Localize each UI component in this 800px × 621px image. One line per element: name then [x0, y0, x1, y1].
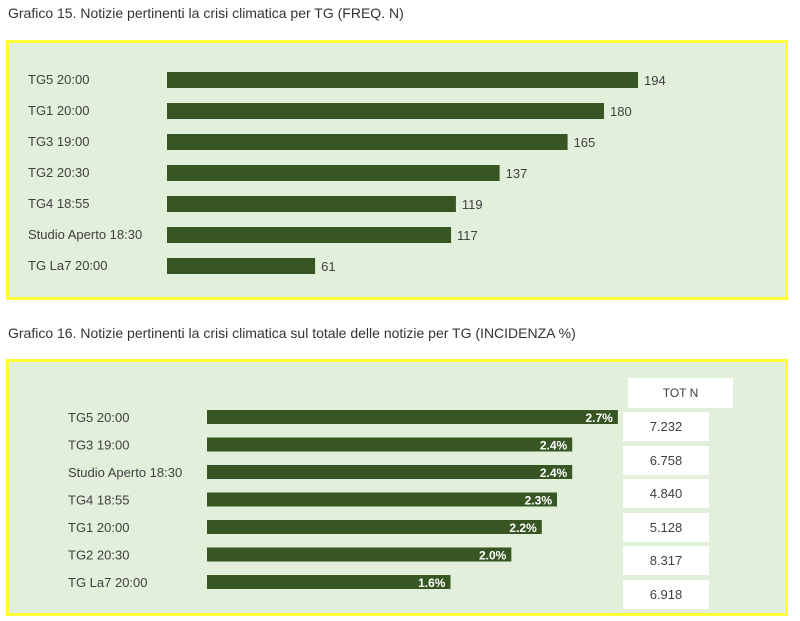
chart-16-bar	[207, 465, 573, 479]
chart-15-bar	[167, 103, 605, 119]
chart-16-category-label: TG5 20:00	[68, 410, 129, 425]
tot-n-cell: 6.758	[623, 445, 709, 475]
chart-15-value-label: 117	[457, 228, 478, 243]
tot-n-cell: 5.128	[623, 512, 709, 542]
chart-15-value-label: 194	[644, 73, 666, 88]
chart-15-value-label: 61	[321, 259, 335, 274]
chart-16-category-label: TG1 20:00	[68, 520, 129, 535]
chart-15-bar	[167, 227, 452, 243]
chart-16-bar	[207, 520, 542, 534]
tot-n-header: TOT N	[628, 378, 733, 408]
chart-15-category-label: TG4 18:55	[28, 196, 89, 211]
chart-15-bar	[167, 165, 500, 181]
chart-16-value-label: 2.2%	[509, 521, 537, 535]
chart-15-category-label: TG3 19:00	[28, 134, 89, 149]
chart-16-panel: TG5 20:00 2.7% TG3 19:00 2.4% Studio Aperto …	[6, 359, 788, 616]
chart-15-bar	[167, 196, 456, 212]
tot-n-cell: 7.232	[623, 412, 709, 441]
chart-16-category-label: TG La7 20:00	[68, 575, 148, 590]
chart-16-bar	[207, 492, 557, 507]
chart-15-value-label: 137	[506, 166, 528, 181]
chart-16-value-label: 2.4%	[540, 439, 568, 453]
chart-15-value-label: 180	[610, 104, 632, 119]
chart-16-bar	[207, 437, 573, 452]
tot-n-cell: 4.840	[623, 479, 709, 508]
chart-16-category-label: TG3 19:00	[68, 438, 129, 453]
chart-15-category-label: TG5 20:00	[28, 72, 89, 87]
chart-15-panel: TG5 20:00 194 TG1 20:00 180 TG3 19:00 165 TG2 …	[6, 40, 788, 300]
chart-16-bar	[207, 410, 618, 424]
chart-15-category-label: TG2 20:30	[28, 165, 89, 180]
tot-n-cell-partial	[623, 613, 709, 616]
chart-15-category-label: Studio Aperto 18:30	[28, 227, 142, 242]
chart-16-bar	[207, 547, 512, 562]
chart-16-value-label: 1.6%	[418, 576, 446, 590]
tot-n-cell: 8.317	[623, 546, 709, 575]
chart-15-value-label: 165	[574, 135, 596, 150]
chart-15-bar	[167, 258, 316, 274]
chart-15-caption: Grafico 15. Notizie pertinenti la crisi …	[8, 5, 404, 21]
chart-16-value-label: 2.3%	[525, 494, 553, 508]
chart-16-caption: Grafico 16. Notizie pertinenti la crisi …	[8, 325, 576, 341]
chart-16-value-label: 2.0%	[479, 549, 507, 563]
chart-15-svg: TG5 20:00 194 TG1 20:00 180 TG3 19:00 165 TG2 …	[28, 72, 666, 274]
chart-16-category-label: TG2 20:30	[68, 548, 129, 563]
chart-16-value-label: 2.4%	[540, 466, 568, 480]
chart-15-category-label: TG1 20:00	[28, 103, 89, 118]
tot-n-cell: 6.918	[623, 579, 709, 609]
chart-16-category-label: TG4 18:55	[68, 493, 129, 508]
chart-15-bar	[167, 134, 568, 150]
chart-15-bar	[167, 72, 638, 88]
chart-15-value-label: 119	[462, 197, 483, 212]
chart-16-category-label: Studio Aperto 18:30	[68, 465, 182, 480]
chart-16-bar	[207, 575, 451, 589]
chart-16-svg: TG5 20:00 2.7% TG3 19:00 2.4% Studio Aperto …	[68, 410, 618, 590]
chart-16-value-label: 2.7%	[586, 411, 614, 425]
chart-15-category-label: TG La7 20:00	[28, 258, 108, 273]
